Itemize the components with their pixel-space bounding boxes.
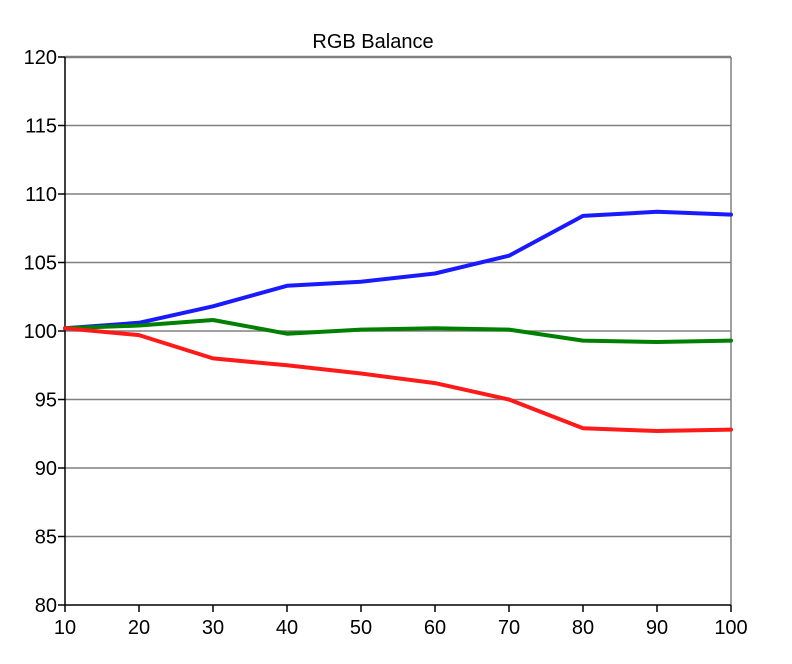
y-tick-label-110: 110 bbox=[25, 184, 57, 206]
x-tick-label-90: 90 bbox=[646, 617, 668, 639]
x-tick-label-30: 30 bbox=[202, 617, 224, 639]
y-tick-label-95: 95 bbox=[35, 390, 57, 412]
x-tick-label-10: 10 bbox=[54, 617, 76, 639]
chart-title: RGB Balance bbox=[312, 31, 433, 53]
y-tick-label-105: 105 bbox=[24, 253, 57, 275]
axes bbox=[58, 55, 732, 612]
series-line-blue bbox=[63, 209, 733, 331]
y-tick-label-115: 115 bbox=[25, 116, 57, 138]
y-tick-label-120: 120 bbox=[24, 47, 57, 69]
x-tick-label-80: 80 bbox=[572, 617, 594, 639]
y-tick-label-100: 100 bbox=[24, 321, 57, 343]
x-tick-label-70: 70 bbox=[498, 617, 520, 639]
series-line-red bbox=[63, 326, 733, 433]
x-tick-label-100: 100 bbox=[714, 617, 747, 639]
x-tick-label-50: 50 bbox=[350, 617, 372, 639]
x-tick-label-60: 60 bbox=[424, 617, 446, 639]
y-tick-label-80: 80 bbox=[35, 595, 57, 617]
y-tick-label-85: 85 bbox=[35, 527, 57, 549]
y-tick-label-90: 90 bbox=[35, 458, 57, 480]
series-lines bbox=[63, 209, 733, 433]
x-tick-label-20: 20 bbox=[128, 617, 150, 639]
tick-labels: 80 85 90 95 100 105 110 115 120 10 20 30 40 50 60 70 80 9… bbox=[24, 47, 748, 639]
x-tick-label-40: 40 bbox=[276, 617, 298, 639]
series-line-green bbox=[63, 318, 733, 344]
gridlines bbox=[65, 56, 731, 538]
